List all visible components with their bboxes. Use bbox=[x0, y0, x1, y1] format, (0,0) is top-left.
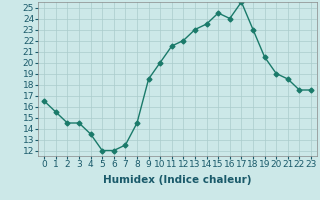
X-axis label: Humidex (Indice chaleur): Humidex (Indice chaleur) bbox=[103, 175, 252, 185]
